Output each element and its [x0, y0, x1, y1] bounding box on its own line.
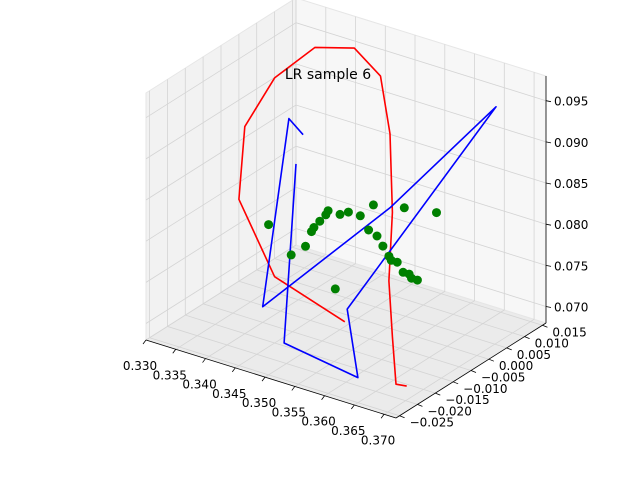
grid-line-y	[184, 68, 436, 394]
x-tick-mark	[321, 395, 325, 400]
z-tick-mark	[545, 100, 552, 103]
x-tick-mark	[291, 386, 296, 391]
z-tick-label: 0.090	[554, 136, 588, 150]
green-scatter-point	[309, 223, 319, 232]
y-tick-mark	[488, 358, 495, 362]
y-tick-label: −0.025	[410, 416, 454, 430]
x-tick-mark	[142, 339, 147, 345]
z-tick-label: 0.095	[554, 95, 588, 109]
z-tick-mark	[545, 306, 552, 308]
green-scatter-point	[372, 231, 382, 241]
grid-line-y	[166, 79, 418, 405]
y-tick-mark	[417, 404, 423, 407]
y-tick-mark	[435, 392, 441, 396]
grid-line-y	[291, 0, 543, 326]
red-line-series	[238, 46, 407, 387]
grid-line-y	[256, 22, 507, 349]
x-tick-label: 0.370	[361, 433, 395, 447]
green-scatter-point	[335, 209, 345, 219]
grid-line-y	[202, 56, 454, 383]
x-tick-mark	[231, 367, 236, 373]
chart-title: LR sample 6	[285, 67, 371, 83]
green-scatter-point	[399, 203, 409, 213]
grid-line-x	[145, 0, 297, 341]
z-tick-mark	[545, 182, 552, 185]
x-tick-label: 0.345	[212, 387, 246, 401]
x-tick-mark	[380, 414, 385, 419]
grid-line-z	[145, 145, 547, 242]
grid-line-z	[145, 104, 547, 201]
grid-line-y	[274, 11, 525, 337]
x-tick-label: 0.350	[242, 396, 276, 410]
z-tick-label: 0.085	[554, 177, 588, 191]
green-scatter-point	[368, 200, 378, 210]
z-tick-label: 0.080	[554, 218, 588, 232]
grid-line-x	[175, 7, 327, 350]
x-tick-label: 0.360	[301, 415, 335, 429]
x-tick-label: 0.330	[123, 359, 157, 373]
x-tick-mark	[202, 358, 206, 363]
y-tick-mark	[452, 381, 459, 385]
y-tick-label: −0.015	[445, 393, 489, 407]
grid-line-x	[294, 44, 446, 387]
green-scatter-point	[412, 275, 422, 285]
y-tick-label: −0.005	[481, 371, 525, 385]
y-tick-label: 0.005	[517, 348, 551, 362]
grid-line-z	[145, 228, 547, 324]
green-scatter-point	[323, 206, 333, 216]
grid-line-z	[145, 22, 547, 119]
grid-line-y	[220, 45, 472, 371]
y-tick-mark	[542, 324, 548, 328]
x-tick-label: 0.335	[153, 368, 187, 382]
green-scatter-point	[315, 216, 325, 226]
y-tick-mark	[470, 370, 477, 373]
green-scatter-point	[432, 208, 441, 218]
x-tick-label: 0.365	[331, 424, 365, 438]
plot-data	[238, 46, 497, 387]
green-scatter-point	[355, 211, 365, 221]
y-tick-mark	[399, 415, 405, 419]
green-scatter-point	[264, 220, 274, 230]
x-tick-mark	[261, 376, 266, 382]
grid-line-x	[383, 72, 535, 415]
grid-line-z	[145, 186, 547, 283]
z-tick-mark	[545, 223, 552, 226]
grid-line-y	[149, 90, 400, 417]
y-tick-mark	[506, 347, 512, 351]
green-scatter-point	[301, 241, 310, 251]
z-tick-mark	[545, 264, 552, 267]
blue-line-series	[261, 106, 497, 379]
z-tick-label: 0.070	[554, 301, 588, 315]
x-tick-mark	[351, 404, 355, 410]
y-tick-label: 0.015	[552, 325, 586, 339]
axes-tick-labels: 0.3300.3350.3400.3450.3500.3550.3600.365…	[123, 95, 589, 448]
green-scatter-point	[330, 284, 340, 294]
z-tick-label: 0.075	[554, 259, 588, 273]
x-tick-label: 0.355	[272, 405, 306, 419]
grid-line-x	[205, 16, 356, 359]
z-tick-mark	[545, 141, 552, 144]
grid-line-y	[238, 34, 490, 360]
green-scatter-point	[378, 241, 388, 251]
green-scatter-point	[364, 225, 374, 235]
y-tick-label: −0.010	[463, 382, 507, 396]
green-scatter-point	[343, 207, 353, 217]
grid-line-x	[354, 63, 505, 406]
y-tick-label: 0.010	[535, 337, 569, 351]
green-scatter-point	[392, 257, 402, 267]
x-tick-label: 0.340	[182, 378, 216, 392]
x-tick-mark	[172, 349, 177, 354]
y-tick-label: −0.020	[427, 404, 471, 418]
y-tick-label: 0.000	[499, 359, 533, 373]
green-scatter-point	[286, 250, 296, 260]
y-tick-mark	[524, 336, 530, 339]
grid-line-z	[145, 63, 547, 160]
